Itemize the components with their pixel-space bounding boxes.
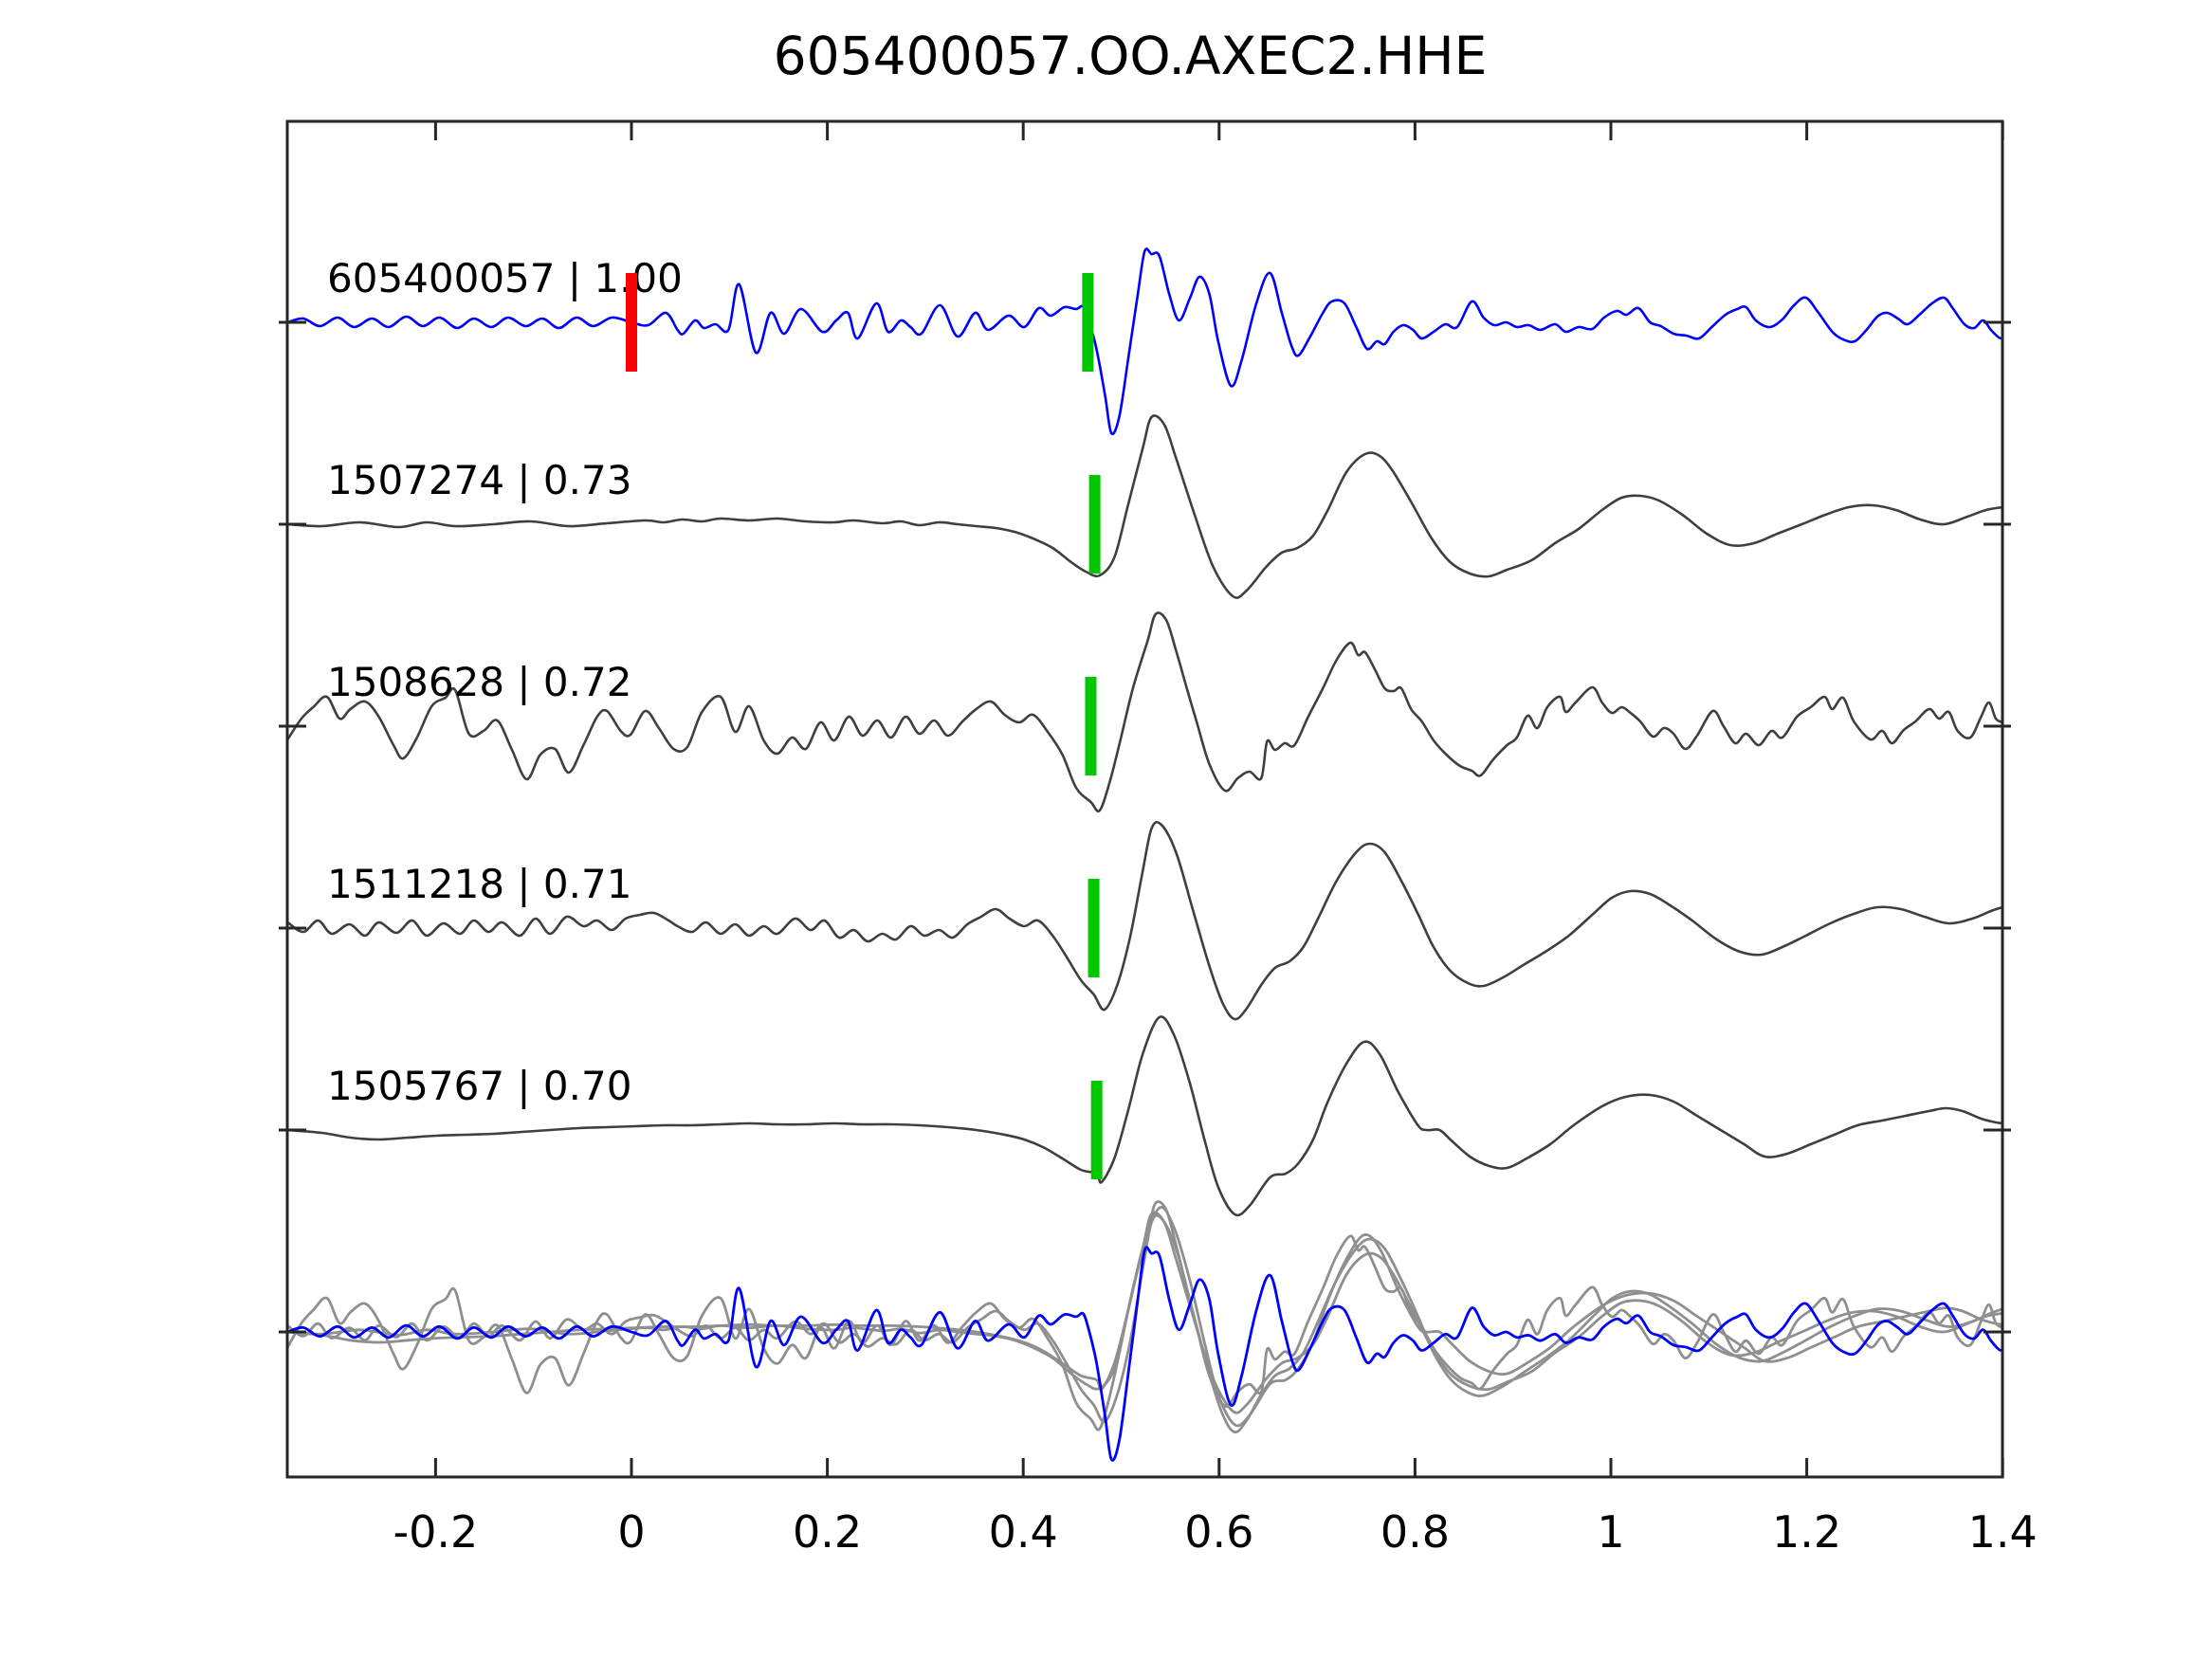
trace-label-1507274: 1507274 | 0.73 <box>327 457 631 503</box>
figure-title: 605400057.OO.AXEC2.HHE <box>774 26 1488 86</box>
trace-605400057 <box>286 247 2004 436</box>
x-tick-label: 0.4 <box>989 1506 1058 1558</box>
overlay-trace-1505767 <box>286 1206 2004 1428</box>
trace-1505767 <box>286 1015 2004 1217</box>
trace-label-1508628: 1508628 | 0.72 <box>327 659 631 705</box>
overlay-trace-1511218 <box>286 1213 2004 1434</box>
x-tick-labels: -0.2 0 0.2 0.4 0.6 0.8 1 1.2 1.4 <box>393 1506 2038 1558</box>
trace-label-1505767: 1505767 | 0.70 <box>327 1063 631 1109</box>
x-tick-label: 0 <box>617 1506 645 1558</box>
x-tick-label: -0.2 <box>393 1506 479 1558</box>
axes-ticks <box>279 121 2011 1477</box>
x-tick-label: 0.2 <box>793 1506 862 1558</box>
x-tick-label: 0.8 <box>1380 1506 1450 1558</box>
x-tick-label: 1.4 <box>1968 1506 2038 1558</box>
trace-lines <box>286 247 2004 1462</box>
x-tick-label: 1 <box>1597 1506 1624 1558</box>
trace-label-1511218: 1511218 | 0.71 <box>327 861 631 907</box>
overlay-trace-605400057 <box>286 1246 2004 1462</box>
trace-1507274 <box>286 414 2004 599</box>
trace-labels: 605400057 | 1.00 1507274 | 0.73 1508628 | … <box>327 255 683 1109</box>
x-tick-label: 1.2 <box>1772 1506 1841 1558</box>
x-tick-label: 0.6 <box>1184 1506 1253 1558</box>
trace-label-605400057: 605400057 | 1.00 <box>327 255 683 301</box>
plot-border <box>285 119 2004 1479</box>
pick-markers <box>626 273 1103 1179</box>
trace-1511218 <box>286 820 2004 1021</box>
trace-1508628 <box>286 611 2004 813</box>
